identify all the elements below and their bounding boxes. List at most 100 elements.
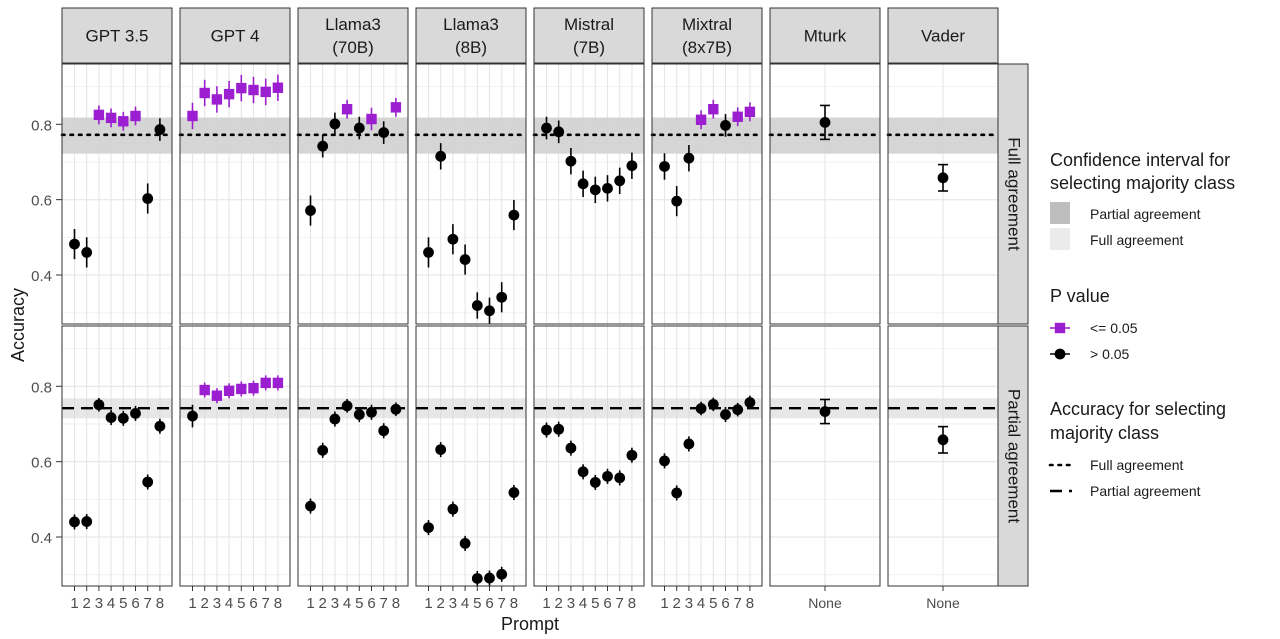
data-point: [614, 175, 626, 187]
data-point: [720, 120, 731, 131]
data-point-significant: [130, 110, 141, 122]
data-point-significant: [272, 82, 284, 93]
legend-ci-title: Confidence interval for: [1050, 150, 1230, 170]
facet-strip-3: [415, 7, 527, 64]
data-point: [435, 150, 447, 162]
facet-label-1: GPT 4: [211, 27, 260, 46]
legend-acc-title-line2: majority class: [1050, 423, 1159, 443]
x-tick-label: 8: [510, 595, 518, 612]
panel-border: [533, 325, 645, 587]
x-tick-label: 6: [603, 595, 611, 612]
data-point-significant: [211, 390, 223, 401]
data-point-significant: [390, 102, 402, 113]
data-point: [602, 182, 613, 194]
data-point: [423, 522, 434, 533]
x-tick-label: 5: [709, 595, 717, 612]
data-point-significant: [695, 114, 707, 125]
panel-bg-0-3: [416, 64, 526, 324]
data-point: [69, 516, 80, 528]
x-tick-label: 7: [144, 595, 152, 612]
data-point: [142, 193, 154, 204]
x-tick-label: 1: [306, 595, 314, 612]
x-tick-label: 1: [188, 595, 196, 612]
data-point: [329, 413, 341, 425]
ci-band: [416, 398, 526, 419]
row-strip-1: [997, 325, 1029, 587]
facet-strip-7: [887, 7, 999, 64]
data-point: [732, 404, 744, 416]
data-point: [341, 400, 353, 412]
x-tick-label: 1: [542, 595, 550, 612]
ci-band: [888, 398, 998, 419]
ci-band: [62, 398, 172, 419]
data-point: [626, 160, 638, 172]
data-point: [154, 124, 166, 135]
data-point-significant: [118, 116, 129, 127]
x-tick-label: 5: [119, 595, 127, 612]
x-tick-label: 8: [156, 595, 164, 612]
legend-p-title: P value: [1050, 286, 1110, 306]
panel-bg-1-3: [416, 326, 526, 586]
data-point: [130, 408, 141, 419]
data-point: [117, 412, 129, 424]
facet-label-2: Llama3: [325, 15, 381, 34]
data-point: [659, 455, 670, 467]
panel-border: [61, 63, 173, 325]
panel-bg-0-5: [652, 64, 762, 324]
data-point: [744, 397, 756, 408]
data-point-significant: [223, 385, 235, 397]
data-point: [390, 403, 402, 415]
data-point: [154, 420, 166, 432]
data-point-significant: [236, 82, 247, 94]
data-point-significant: [744, 106, 756, 118]
data-point: [484, 305, 495, 317]
data-point: [671, 487, 683, 499]
x-tick-label: 4: [107, 595, 115, 612]
panel-bg-0-4: [534, 64, 644, 324]
panel-border: [415, 325, 527, 587]
legend-ci-key-1: [1050, 228, 1070, 250]
data-point: [577, 466, 589, 478]
legend-p-label-0: <= 0.05: [1090, 320, 1138, 336]
legend-p-square: [1054, 322, 1066, 334]
data-point: [142, 476, 154, 488]
data-point: [471, 300, 483, 311]
data-point: [614, 472, 626, 484]
data-point-significant: [260, 86, 271, 98]
data-point: [305, 205, 316, 216]
panel-border: [297, 325, 409, 587]
facet-label-7: Vader: [921, 27, 965, 46]
data-point: [305, 500, 316, 512]
y-tick-label: 0.8: [31, 379, 52, 396]
data-point-significant: [366, 113, 377, 125]
x-tick-label: 2: [319, 595, 327, 612]
legend-ci-label-0: Partial agreement: [1090, 206, 1201, 222]
x-tick-label: 7: [262, 595, 270, 612]
x-tick-label: 2: [201, 595, 209, 612]
x-tick-label: 2: [555, 595, 563, 612]
panel-bg-1-4: [534, 326, 644, 586]
x-tick-label: 5: [473, 595, 481, 612]
x-tick-label: 1: [424, 595, 432, 612]
x-tick-label: 3: [685, 595, 693, 612]
panel-bg-1-5: [652, 326, 762, 586]
data-point: [366, 406, 377, 418]
panel-border: [651, 63, 763, 325]
data-point: [378, 425, 390, 437]
ci-band: [534, 398, 644, 419]
x-tick-label: 7: [616, 595, 624, 612]
panel-bg-0-1: [180, 64, 290, 324]
x-tick-label: 4: [225, 595, 233, 612]
data-point: [683, 152, 695, 164]
facet-strip-1: [179, 7, 291, 64]
data-point: [508, 209, 520, 221]
data-point: [317, 140, 329, 152]
data-point: [317, 444, 329, 456]
panel-bg-1-0: [62, 326, 172, 586]
x-tick-label: 2: [673, 595, 681, 612]
data-point: [819, 117, 831, 128]
legend-acc-label-1: Partial agreement: [1090, 483, 1201, 499]
data-point-significant: [732, 111, 743, 122]
data-point-significant: [199, 384, 210, 396]
x-tick-label: 2: [83, 595, 91, 612]
